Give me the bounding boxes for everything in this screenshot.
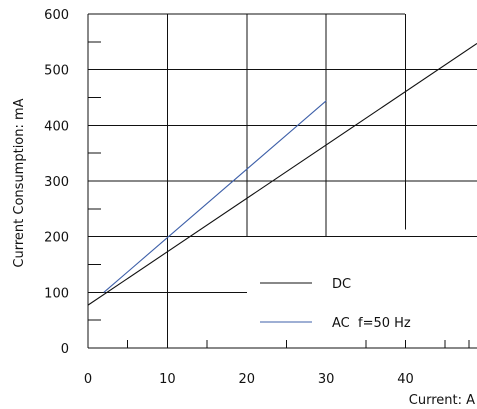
tick-labels: 0 100 200 300 400 500 600 0 10 20 30 40 (44, 8, 414, 387)
legend-label-ac: AC f=50 Hz (332, 316, 411, 331)
x-tick-label: 40 (397, 372, 414, 387)
y-axis-label: Current Consumption: mA (12, 98, 27, 267)
axis-ticks (88, 41, 470, 348)
x-tick-label: 20 (239, 372, 256, 387)
y-tick-label: 300 (44, 175, 69, 190)
y-tick-label: 0 (61, 342, 69, 357)
x-axis-label: Current: A (409, 393, 475, 408)
legend-label-dc: DC (332, 277, 351, 292)
legend: DC AC f=50 Hz (260, 277, 411, 331)
y-tick-label: 500 (44, 64, 69, 79)
series-line-dc (87, 43, 477, 306)
y-tick-label: 200 (44, 231, 69, 246)
y-tick-label: 100 (44, 286, 69, 301)
x-tick-label: 30 (318, 372, 335, 387)
series-lines (87, 43, 477, 306)
series-line-ac (103, 100, 327, 293)
x-tick-label: 10 (159, 372, 176, 387)
grid (88, 14, 477, 348)
plot-frame (87, 13, 477, 349)
x-tick-label: 0 (84, 372, 92, 387)
y-tick-label: 600 (44, 8, 69, 23)
y-tick-label: 400 (44, 119, 69, 134)
